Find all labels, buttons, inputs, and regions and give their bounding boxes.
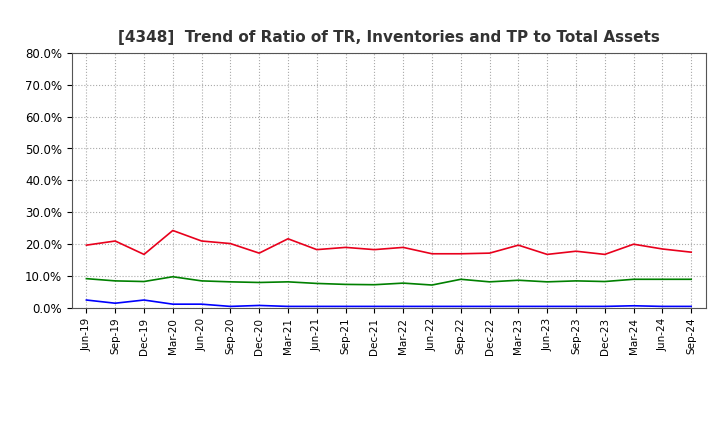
Inventories — [428, 304, 436, 309]
Trade Receivables — [226, 241, 235, 246]
Inventories — [687, 304, 696, 309]
Trade Receivables — [341, 245, 350, 250]
Trade Payables — [226, 279, 235, 285]
Inventories — [629, 303, 638, 308]
Inventories — [485, 304, 494, 309]
Trade Payables — [514, 278, 523, 283]
Trade Receivables — [572, 249, 580, 254]
Trade Receivables — [197, 238, 206, 244]
Trade Payables — [687, 277, 696, 282]
Trade Payables — [428, 282, 436, 288]
Trade Receivables — [140, 252, 148, 257]
Inventories — [255, 303, 264, 308]
Trade Receivables — [284, 236, 292, 242]
Trade Receivables — [168, 228, 177, 233]
Inventories — [168, 301, 177, 307]
Trade Receivables — [399, 245, 408, 250]
Trade Receivables — [514, 242, 523, 248]
Inventories — [370, 304, 379, 309]
Trade Receivables — [111, 238, 120, 244]
Trade Payables — [312, 281, 321, 286]
Trade Receivables — [370, 247, 379, 252]
Trade Payables — [543, 279, 552, 285]
Trade Payables — [341, 282, 350, 287]
Trade Payables — [255, 280, 264, 285]
Inventories — [284, 304, 292, 309]
Inventories — [658, 304, 667, 309]
Trade Receivables — [629, 242, 638, 247]
Trade Payables — [370, 282, 379, 287]
Trade Payables — [629, 277, 638, 282]
Trade Payables — [600, 279, 609, 284]
Line: Inventories: Inventories — [86, 300, 691, 306]
Trade Payables — [572, 278, 580, 283]
Trade Payables — [485, 279, 494, 285]
Trade Receivables — [687, 249, 696, 255]
Trade Receivables — [456, 251, 465, 257]
Trade Receivables — [600, 252, 609, 257]
Line: Trade Receivables: Trade Receivables — [86, 231, 691, 254]
Trade Payables — [168, 274, 177, 279]
Trade Receivables — [255, 250, 264, 256]
Inventories — [514, 304, 523, 309]
Trade Receivables — [658, 246, 667, 252]
Trade Receivables — [312, 247, 321, 252]
Inventories — [111, 301, 120, 306]
Line: Trade Payables: Trade Payables — [86, 277, 691, 285]
Inventories — [197, 301, 206, 307]
Inventories — [456, 304, 465, 309]
Inventories — [226, 304, 235, 309]
Inventories — [140, 297, 148, 303]
Trade Payables — [140, 279, 148, 284]
Inventories — [341, 304, 350, 309]
Trade Payables — [111, 278, 120, 283]
Trade Receivables — [485, 250, 494, 256]
Inventories — [572, 304, 580, 309]
Trade Payables — [197, 278, 206, 283]
Trade Receivables — [543, 252, 552, 257]
Inventories — [543, 304, 552, 309]
Trade Receivables — [428, 251, 436, 257]
Inventories — [82, 297, 91, 303]
Trade Payables — [456, 277, 465, 282]
Inventories — [399, 304, 408, 309]
Inventories — [600, 304, 609, 309]
Trade Receivables — [82, 242, 91, 248]
Title: [4348]  Trend of Ratio of TR, Inventories and TP to Total Assets: [4348] Trend of Ratio of TR, Inventories… — [118, 29, 660, 45]
Trade Payables — [658, 277, 667, 282]
Trade Payables — [284, 279, 292, 285]
Trade Payables — [399, 280, 408, 286]
Inventories — [312, 304, 321, 309]
Trade Payables — [82, 276, 91, 281]
